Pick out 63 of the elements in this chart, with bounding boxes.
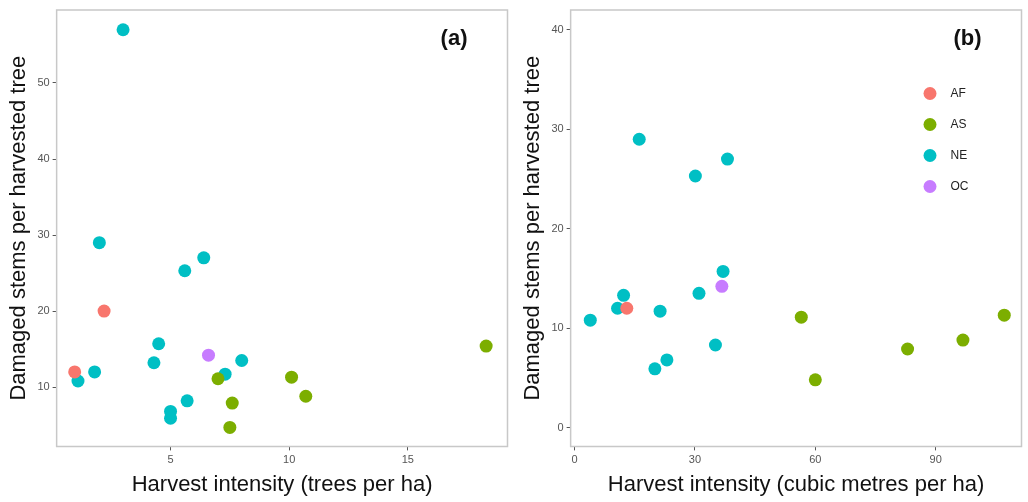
point — [116, 23, 130, 37]
point — [92, 236, 106, 250]
point — [147, 356, 161, 370]
point — [708, 338, 722, 352]
point — [235, 353, 249, 367]
point — [88, 365, 102, 379]
point — [178, 264, 192, 278]
y-tick-label: 40 — [37, 152, 50, 165]
x-axis-title: Harvest intensity (trees per ha) — [131, 470, 433, 496]
point — [202, 348, 216, 362]
point — [632, 132, 646, 146]
point — [997, 308, 1011, 322]
point — [479, 339, 493, 353]
point — [956, 333, 970, 347]
point — [285, 370, 299, 384]
y-tick-label: 30 — [551, 122, 564, 135]
point — [299, 389, 313, 403]
point — [653, 304, 667, 318]
x-tick-label: 30 — [688, 453, 702, 466]
y-tick-label: 50 — [37, 76, 50, 89]
point — [620, 301, 634, 315]
x-tick-label: 15 — [401, 453, 414, 466]
legend-label: OC — [950, 178, 969, 193]
point — [197, 251, 211, 265]
point — [688, 169, 702, 183]
point — [808, 373, 822, 387]
y-tick-label: 30 — [37, 228, 50, 241]
y-tick-label: 10 — [37, 380, 50, 393]
point — [794, 310, 808, 324]
point — [223, 420, 237, 434]
point — [617, 288, 631, 302]
point — [720, 152, 734, 166]
y-tick-label: 10 — [551, 321, 564, 334]
point — [68, 365, 82, 379]
y-tick-label: 40 — [551, 22, 564, 35]
point — [583, 313, 597, 327]
y-tick-label: 0 — [557, 420, 564, 433]
point — [716, 264, 730, 278]
point — [648, 362, 662, 376]
x-tick-label: 90 — [929, 453, 942, 466]
y-tick-label: 20 — [37, 304, 50, 317]
point — [225, 396, 239, 410]
point — [692, 286, 706, 300]
point — [180, 394, 194, 408]
point — [715, 279, 729, 293]
y-axis-title: Damaged stems per harvested tree — [519, 55, 545, 401]
point — [901, 342, 915, 356]
x-tick-label: 60 — [809, 453, 822, 466]
annotation: (b) — [953, 25, 982, 51]
y-tick-label: 20 — [551, 221, 564, 234]
point — [97, 304, 111, 318]
legend-label: NE — [950, 147, 968, 162]
x-tick-label: 5 — [167, 453, 174, 466]
legend-label: AS — [950, 116, 967, 131]
point — [660, 353, 674, 367]
point — [211, 372, 225, 386]
x-tick-label: 0 — [571, 453, 578, 466]
legend-label: AF — [950, 85, 966, 100]
annotation: (a) — [440, 25, 468, 51]
point — [152, 337, 166, 351]
y-axis-title: Damaged stems per harvested tree — [5, 55, 31, 401]
x-axis-title: Harvest intensity (cubic metres per ha) — [607, 470, 985, 496]
x-tick-label: 10 — [283, 453, 296, 466]
